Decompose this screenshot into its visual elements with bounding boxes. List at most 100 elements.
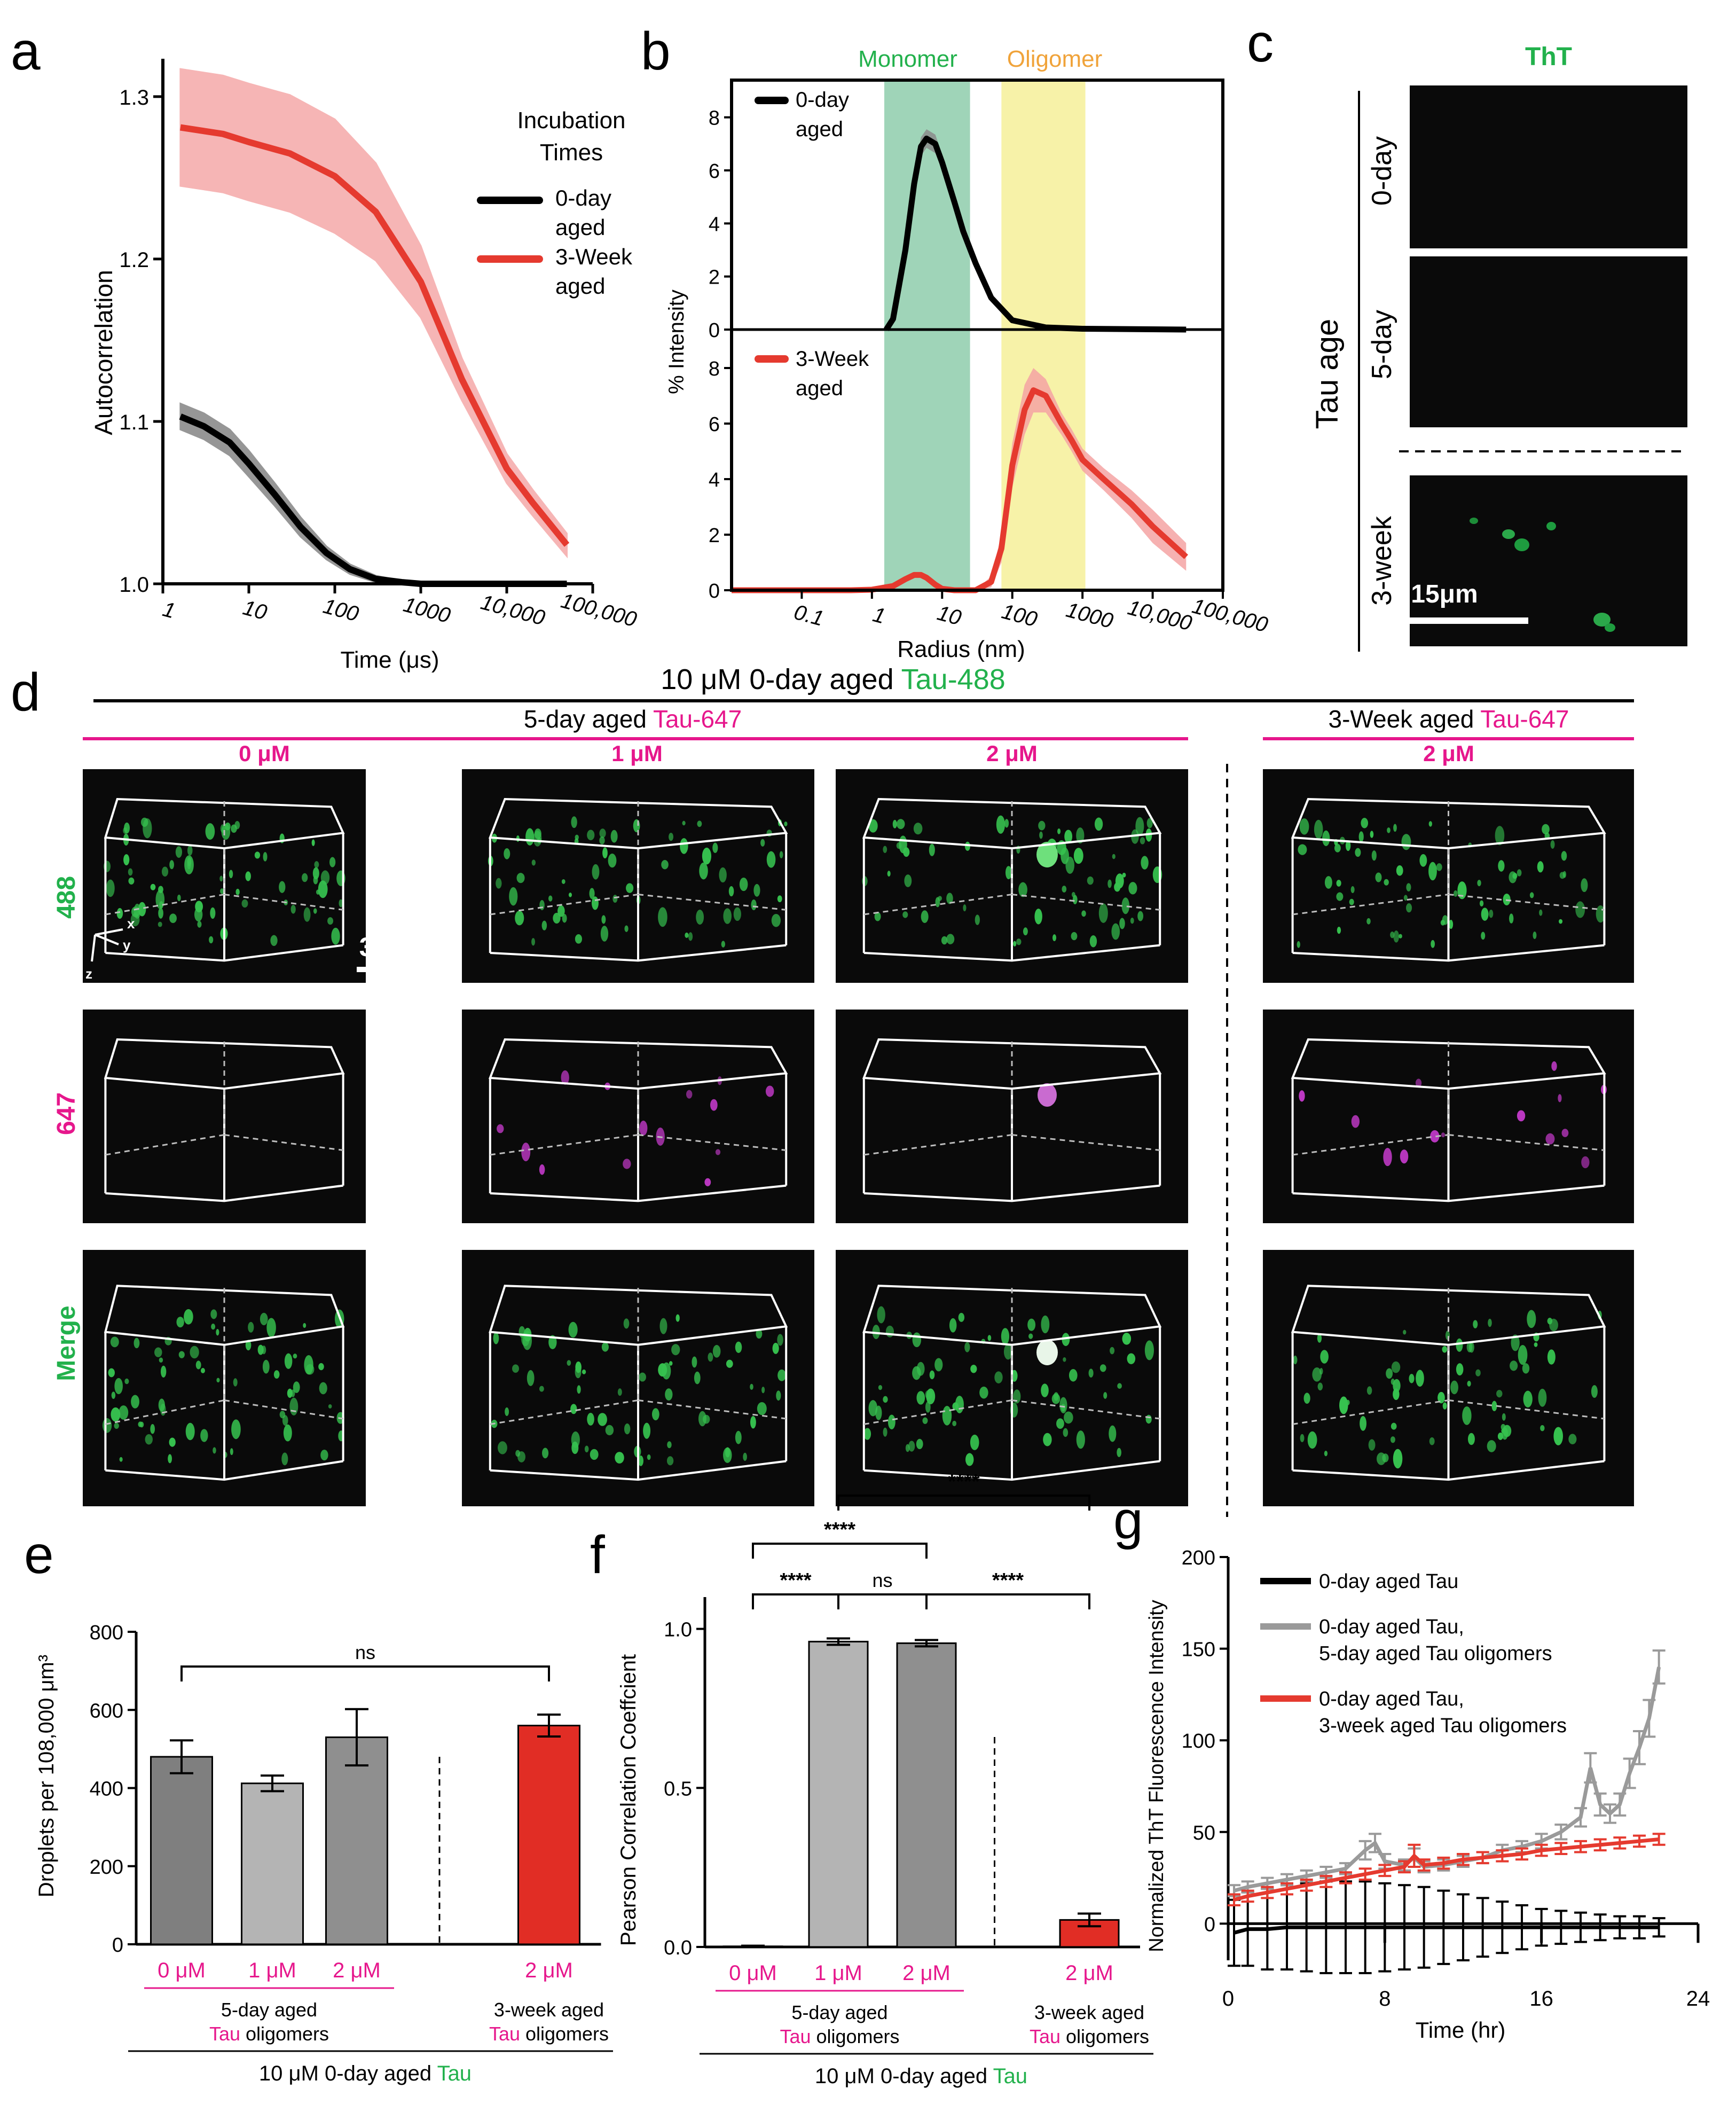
droplet [1109,1425,1117,1442]
droplet [600,926,609,942]
droplet [1518,1344,1528,1365]
droplet [1375,872,1382,882]
droplet [287,1388,293,1398]
panel-d-box-bottom [1292,944,1605,962]
droplet [177,894,181,902]
panel-c-row-3week: 3-week [1366,515,1397,606]
chart-g-ytick-label: 0 [1204,1913,1215,1936]
panel-d-group2-colored: Tau-647 [1480,705,1569,733]
droplet [868,1400,878,1417]
droplet [1393,1388,1400,1401]
chart-e-ylabel: Droplets per 108,000 μm³ [35,1655,58,1897]
droplet [159,1357,163,1363]
droplet [1370,831,1374,838]
droplet [970,1434,979,1450]
droplet [658,907,667,927]
tht-spot [1593,613,1611,627]
panel-d-box-hidden [1292,1399,1449,1425]
droplet [320,1450,328,1461]
panel-letter-c: c [1247,13,1274,73]
droplet [975,914,980,925]
droplet [728,886,734,897]
droplet [303,907,311,922]
panel-d-box-hidden [105,1134,225,1156]
droplet [158,921,162,927]
droplet [512,1364,519,1373]
droplet [281,1452,288,1466]
chart-e-bar [150,1756,213,1945]
droplet [339,899,343,908]
droplet [561,1070,569,1085]
droplet [327,917,334,925]
droplet [1324,876,1332,889]
chart-f-group-tau: Tau [1030,2025,1061,2047]
droplet [178,1351,185,1358]
droplet [760,839,765,847]
chart-f-xtick-label: 2 μM [1065,1961,1113,1985]
chart-b-ylabel: % Intensity [665,290,688,394]
droplet [1038,820,1046,831]
droplet [216,1329,219,1336]
droplet [1527,1310,1536,1328]
droplet [1442,915,1448,925]
droplet [168,1454,172,1464]
droplet [1052,934,1057,942]
droplet [1537,861,1544,873]
droplet [692,1356,697,1368]
chart-g-legend-2b: 5-day aged Tau oligomers [1319,1642,1552,1665]
droplet [133,1337,140,1349]
droplet [863,1428,871,1440]
droplet [1307,1431,1317,1449]
droplet [531,859,536,866]
droplet [1135,817,1144,836]
droplet [1094,817,1103,831]
chart-f-sig-label: **** [992,1569,1024,1592]
droplet [638,1456,643,1466]
panel-d-box-top [104,1038,345,1090]
droplet [1018,882,1027,897]
droplet [1428,862,1437,881]
chart-f-group-label-2: Tau oligomers [780,2025,899,2047]
chart-a-legend-title-2: Times [540,139,603,166]
panel-d-box-bottom [863,1184,1160,1202]
droplet [123,827,128,834]
droplet [160,1365,167,1378]
droplet [279,1411,286,1419]
droplet [697,820,702,827]
chart-a-legend-3week-1: 3-Week [555,244,633,269]
droplet [1137,911,1144,921]
droplet [887,871,891,877]
droplet [504,848,510,859]
chart-g-legend-1: 0-day aged Tau [1319,1570,1458,1593]
chart-b-ytick-label: 4 [709,469,720,491]
droplet [216,1378,220,1383]
droplet [916,1391,925,1405]
droplet [1076,827,1085,844]
droplet [1360,1415,1366,1431]
panel-d-header-colored: Tau-488 [901,663,1006,695]
droplet [219,875,223,882]
droplet [698,1411,706,1427]
panel-c-row-5day: 5-day [1366,310,1397,379]
panel-d-box-bottom [1292,1460,1605,1481]
droplet [883,1396,888,1403]
chart-b-xtick-label: 10 [934,601,963,630]
panel-d-box-top [862,1285,1162,1346]
panel-d-box-bottom [490,1184,787,1202]
chart-e-ytick-label: 800 [90,1622,123,1644]
droplet [210,907,216,919]
panel-d-box-hidden [224,1399,343,1420]
droplet [1510,1360,1518,1371]
droplet [671,1344,680,1356]
chart-a-ytick-label: 1.2 [119,248,149,272]
chart-b-ytick-label: 0 [709,319,720,342]
droplet [1322,830,1330,847]
droplet [1005,866,1012,880]
panel-d-box-top [1291,797,1606,850]
droplet [195,1360,201,1370]
droplet [929,843,935,856]
chart-a-series-1 [179,124,570,547]
droplet [913,823,923,835]
chart-f-ylabel: Pearson Correlation Coeffcient [617,1654,640,1946]
panel-d-box-top [862,797,1162,850]
